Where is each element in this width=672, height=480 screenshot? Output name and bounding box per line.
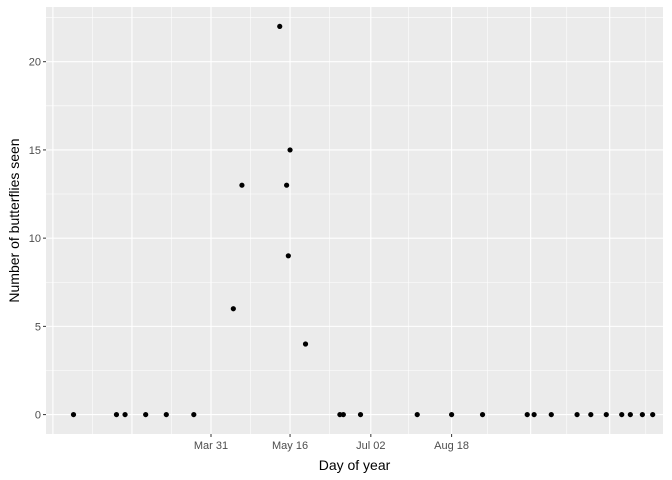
y-tick-label: 20 <box>29 57 41 69</box>
x-tick-label: Mar 31 <box>194 440 228 452</box>
data-point <box>639 411 645 418</box>
y-axis-title: Number of butterflies seen <box>6 138 22 302</box>
data-point <box>340 411 346 418</box>
data-point <box>143 411 149 418</box>
data-point <box>524 411 530 418</box>
data-point <box>302 341 309 347</box>
data-point <box>650 411 656 418</box>
data-point <box>531 411 537 418</box>
data-point <box>277 23 283 30</box>
x-tick-label: Aug 18 <box>434 440 469 452</box>
data-point <box>619 411 625 418</box>
y-tick-label: 15 <box>29 145 41 157</box>
y-tick-label: 5 <box>35 321 41 333</box>
data-point <box>239 182 245 188</box>
data-point <box>603 411 609 418</box>
data-point <box>122 411 128 418</box>
x-axis: Mar 31 May 16 Jul 02 Aug 18 <box>194 434 469 452</box>
data-point <box>627 411 633 418</box>
x-axis-title: Day of year <box>319 457 391 473</box>
data-points <box>70 23 656 418</box>
data-point <box>285 253 291 259</box>
major-gridlines <box>46 7 663 434</box>
minor-gridlines <box>46 7 663 434</box>
data-point <box>588 411 594 418</box>
y-tick-label: 0 <box>35 410 41 422</box>
data-point <box>230 306 236 312</box>
y-tick-label: 10 <box>29 233 41 245</box>
data-point <box>113 411 120 418</box>
data-point <box>163 411 169 418</box>
y-axis: 0 5 10 15 20 <box>29 57 46 422</box>
data-point <box>70 411 77 418</box>
data-point <box>449 411 455 418</box>
data-point <box>287 147 293 153</box>
data-point <box>548 411 554 418</box>
x-tick-label: Jul 02 <box>356 440 385 452</box>
x-tick-label: May 16 <box>272 440 308 452</box>
data-point <box>284 182 290 188</box>
plot-panel <box>46 7 663 434</box>
data-point <box>479 411 486 418</box>
data-point <box>414 411 420 418</box>
data-point <box>191 411 197 418</box>
data-point <box>357 411 364 418</box>
data-point <box>574 411 580 418</box>
